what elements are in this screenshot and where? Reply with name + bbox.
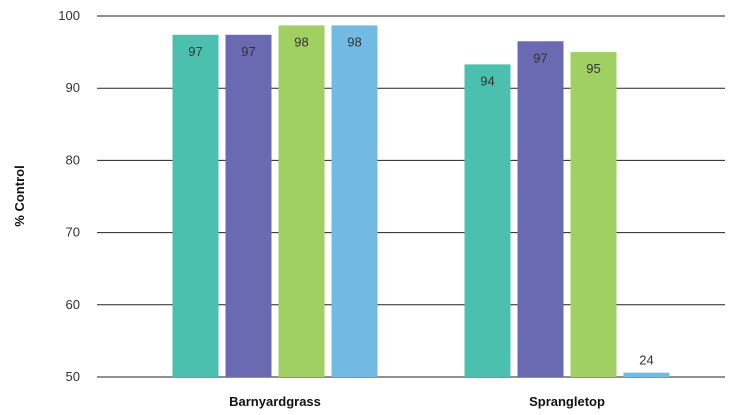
bar [623,372,670,377]
y-axis-ticks: 50 60 70 80 90 100 [58,8,80,384]
bar [172,34,219,377]
data-label: 98 [347,34,361,49]
category-label: Sprangletop [529,394,605,409]
y-tick-label: 60 [66,297,80,312]
data-label: 98 [294,34,308,49]
bar [517,41,564,378]
bars [172,25,670,378]
bar [331,25,378,378]
data-label: 97 [533,50,547,65]
y-axis-title: % Control [12,165,27,226]
y-tick-label: 100 [58,8,80,23]
bar [278,25,325,378]
data-label: 97 [241,44,255,59]
y-tick-label: 80 [66,152,80,167]
data-label: 95 [586,61,600,76]
x-axis-categories: Barnyardgrass Sprangletop [229,394,605,409]
data-labels: 97 97 98 98 94 97 95 24 [188,34,653,367]
y-tick-label: 90 [66,80,80,95]
y-tick-label: 50 [66,369,80,384]
data-label: 97 [188,44,202,59]
y-tick-label: 70 [66,225,80,240]
data-label: 94 [480,73,494,88]
data-label: 24 [639,353,653,368]
bar [464,64,511,378]
bar [225,34,272,377]
bar [570,52,617,377]
category-label: Barnyardgrass [229,394,321,409]
